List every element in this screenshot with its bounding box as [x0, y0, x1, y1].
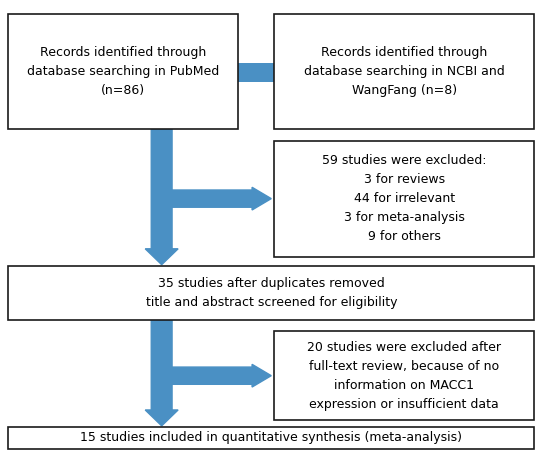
Bar [151, 63, 534, 82]
FancyBboxPatch shape [274, 141, 534, 257]
FancyBboxPatch shape [274, 331, 534, 420]
Text: 15 studies included in quantitative synthesis (meta-analysis): 15 studies included in quantitative synt… [80, 431, 463, 444]
Text: 35 studies after duplicates removed
title and abstract screened for eligibility: 35 studies after duplicates removed titl… [146, 277, 397, 309]
FancyBboxPatch shape [8, 266, 534, 320]
Text: Records identified through
database searching in NCBI and
WangFang (n=8): Records identified through database sear… [304, 46, 505, 97]
FancyBboxPatch shape [274, 14, 534, 129]
Polygon shape [145, 82, 178, 265]
Text: 20 studies were excluded after
full-text review, because of no
information on MA: 20 studies were excluded after full-text… [307, 340, 501, 411]
FancyBboxPatch shape [8, 14, 238, 129]
Text: Records identified through
database searching in PubMed
(n=86): Records identified through database sear… [27, 46, 219, 97]
Polygon shape [145, 320, 178, 426]
FancyBboxPatch shape [8, 427, 534, 449]
Text: 59 studies were excluded:
3 for reviews
44 for irrelevant
3 for meta-analysis
9 : 59 studies were excluded: 3 for reviews … [322, 154, 487, 243]
Polygon shape [172, 364, 271, 387]
Polygon shape [172, 187, 271, 210]
